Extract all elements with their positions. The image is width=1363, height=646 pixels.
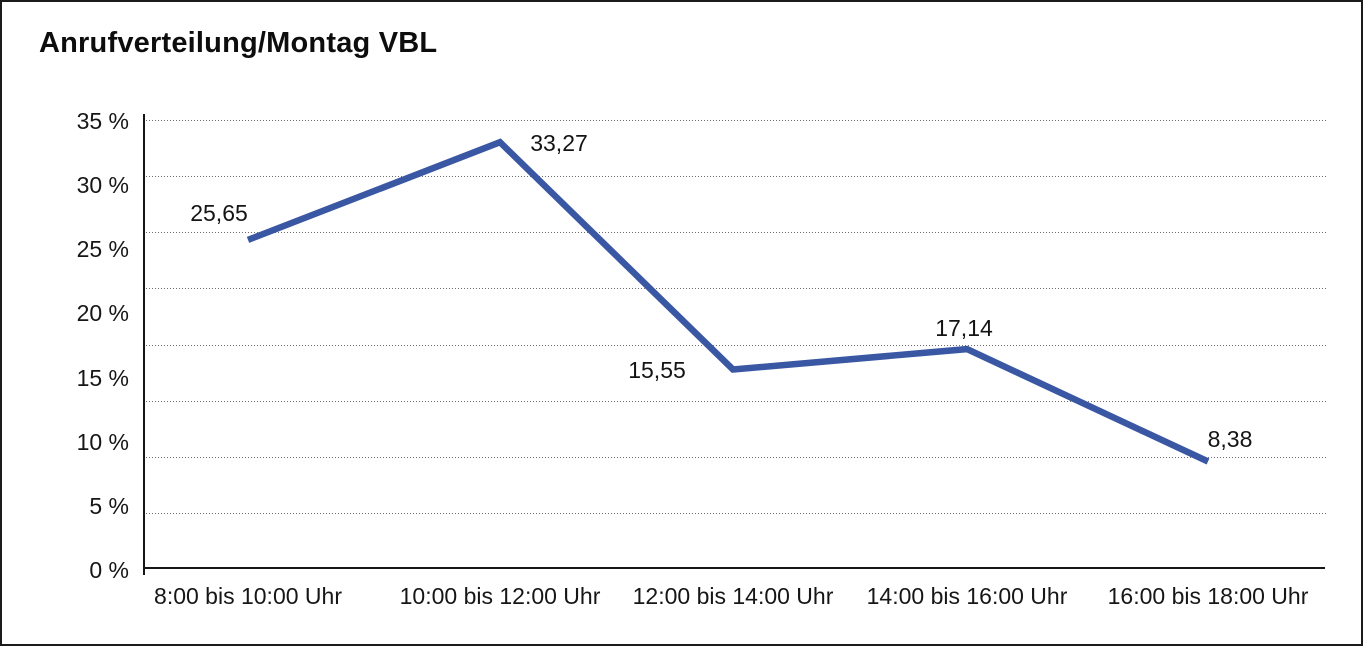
y-axis-tick-label: 25 % [76,236,129,263]
x-axis-category-label: 10:00 bis 12:00 Uhr [399,583,601,609]
y-axis-tick-label: 20 % [76,300,129,327]
gridline [146,512,1326,514]
gridline [146,456,1326,458]
gridline [146,288,1326,290]
y-axis-tick-label: 35 % [76,108,129,134]
y-axis-tick-label: 5 % [89,492,129,519]
gridline [146,232,1326,234]
y-axis-line [143,114,145,575]
y-axis-tick-label: 10 % [76,428,129,455]
x-axis-category-label: 8:00 bis 10:00 Uhr [154,583,342,609]
series-polyline [246,138,1210,465]
data-point-label: 25,65 [190,199,248,226]
y-axis-tick-label: 30 % [76,172,129,199]
gridline [146,120,1326,121]
gridline [146,176,1326,178]
x-axis-line [143,567,1325,569]
x-axis-category-label: 16:00 bis 18:00 Uhr [1107,583,1309,609]
gridline [146,344,1326,346]
y-axis-tick-label: 0 % [89,557,129,583]
data-point-label: 8,38 [1207,426,1253,453]
x-axis-category-label: 14:00 bis 16:00 Uhr [866,583,1068,609]
data-point-label: 17,14 [935,315,993,342]
data-point-label: 33,27 [530,130,588,157]
gridline [146,400,1326,402]
x-axis-category-label: 12:00 bis 14:00 Uhr [632,583,834,609]
chart-title: Anrufverteilung/Montag VBL [39,27,438,59]
y-axis-tick-label: 15 % [76,364,129,391]
data-point-label: 15,55 [628,356,686,383]
